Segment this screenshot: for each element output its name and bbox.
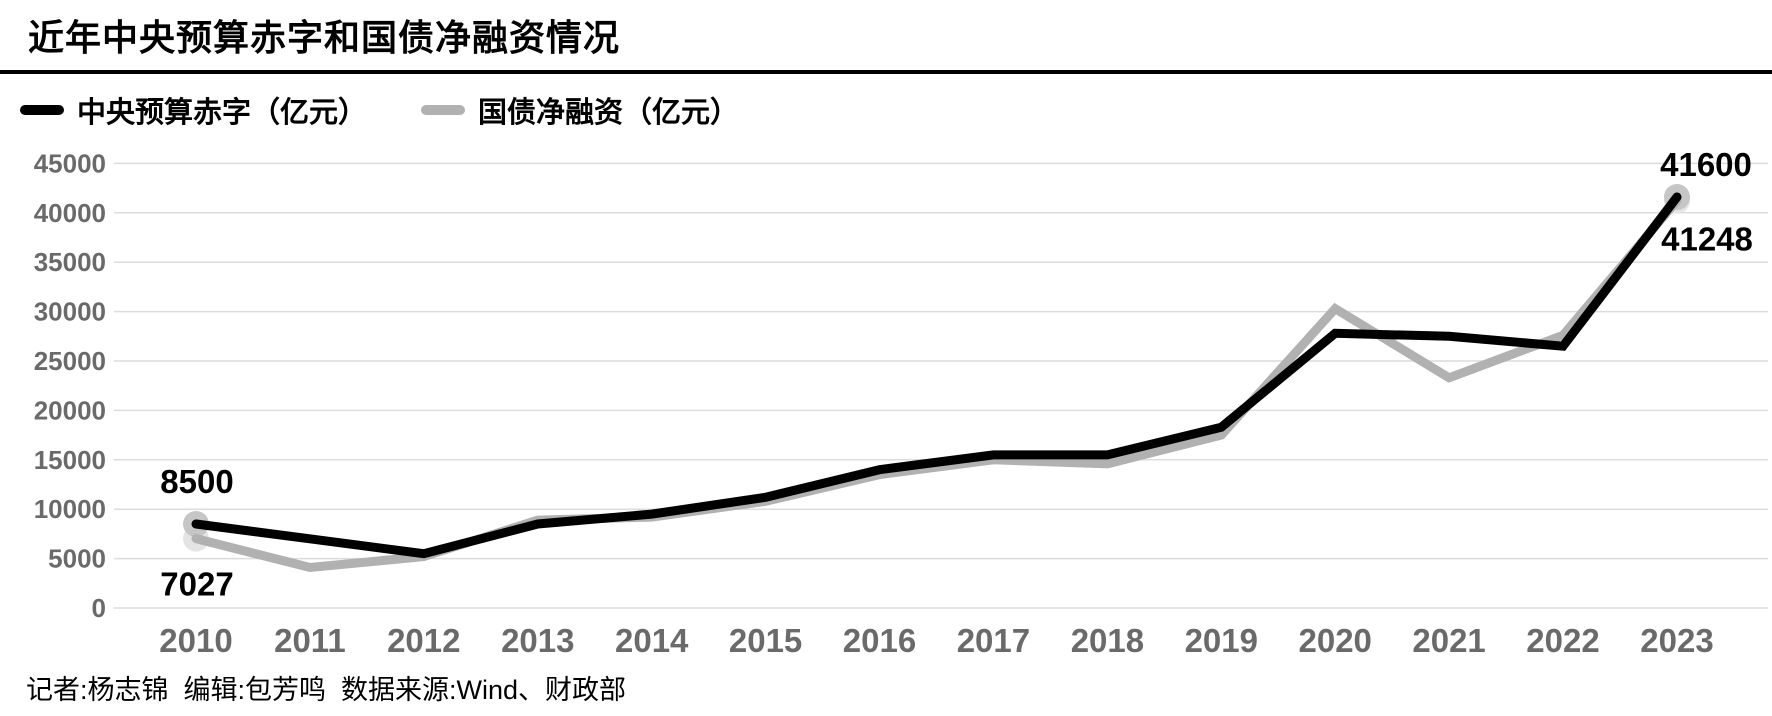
point-value-label: 41600 — [1660, 146, 1752, 183]
y-tick-label: 15000 — [34, 445, 106, 475]
page-title: 近年中央预算赤字和国债净融资情况 — [28, 17, 621, 58]
y-tick-label: 35000 — [34, 247, 106, 277]
point-value-label: 7027 — [160, 566, 233, 603]
y-tick-label: 45000 — [34, 148, 106, 178]
y-tick-label: 5000 — [48, 544, 106, 574]
y-axis-tick-labels: 0 5000 10000 15000 20000 25000 30000 35000 40000… — [34, 148, 106, 623]
credits-line: 记者:杨志锦 编辑:包芳鸣 数据来源:Wind、财政部 — [26, 675, 627, 705]
x-tick-label: 2023 — [1640, 622, 1713, 659]
legend-item-treasury-financing: 国债净融资（亿元） — [421, 89, 739, 131]
y-tick-label: 30000 — [34, 297, 106, 327]
point-value-label: 41248 — [1661, 221, 1753, 258]
treasury-line-swatch — [421, 105, 466, 115]
deficit-line-swatch — [20, 105, 64, 115]
point-value-labels: 8500 7027 41600 41248 — [160, 146, 1753, 603]
y-tick-label: 0 — [92, 593, 106, 623]
deficit-series-line — [191, 192, 1682, 559]
x-tick-label: 2013 — [501, 622, 574, 659]
x-tick-label: 2019 — [1185, 622, 1258, 659]
x-tick-label: 2014 — [615, 622, 689, 659]
x-tick-label: 2022 — [1526, 622, 1599, 659]
y-tick-label: 20000 — [34, 395, 106, 425]
x-tick-label: 2011 — [274, 622, 346, 659]
legend-label-treasury-financing: 国债净融资（亿元） — [478, 97, 740, 129]
x-tick-label: 2020 — [1298, 622, 1371, 659]
x-tick-label: 2015 — [729, 622, 802, 659]
x-tick-label: 2021 — [1412, 622, 1485, 659]
x-tick-label: 2018 — [1071, 622, 1144, 659]
x-tick-label: 2010 — [159, 622, 232, 659]
legend-label-central-deficit: 中央预算赤字（亿元） — [77, 97, 368, 129]
point-value-label: 8500 — [160, 463, 233, 500]
x-tick-label: 2012 — [387, 622, 460, 659]
y-tick-label: 10000 — [34, 494, 106, 524]
x-axis-tick-labels: 2010 2011 2012 2013 2014 2015 2016 2017 2018 2019… — [159, 622, 1713, 659]
y-tick-label: 25000 — [34, 346, 106, 376]
title-underline — [0, 70, 1772, 74]
x-tick-label: 2016 — [843, 622, 916, 659]
y-tick-label: 40000 — [34, 198, 106, 228]
x-tick-label: 2017 — [957, 622, 1030, 659]
legend-item-central-deficit: 中央预算赤字（亿元） — [20, 89, 367, 131]
treasury-series-line — [191, 196, 1682, 573]
chart-legend: 中央预算赤字（亿元） 国债净融资（亿元） — [20, 93, 739, 129]
